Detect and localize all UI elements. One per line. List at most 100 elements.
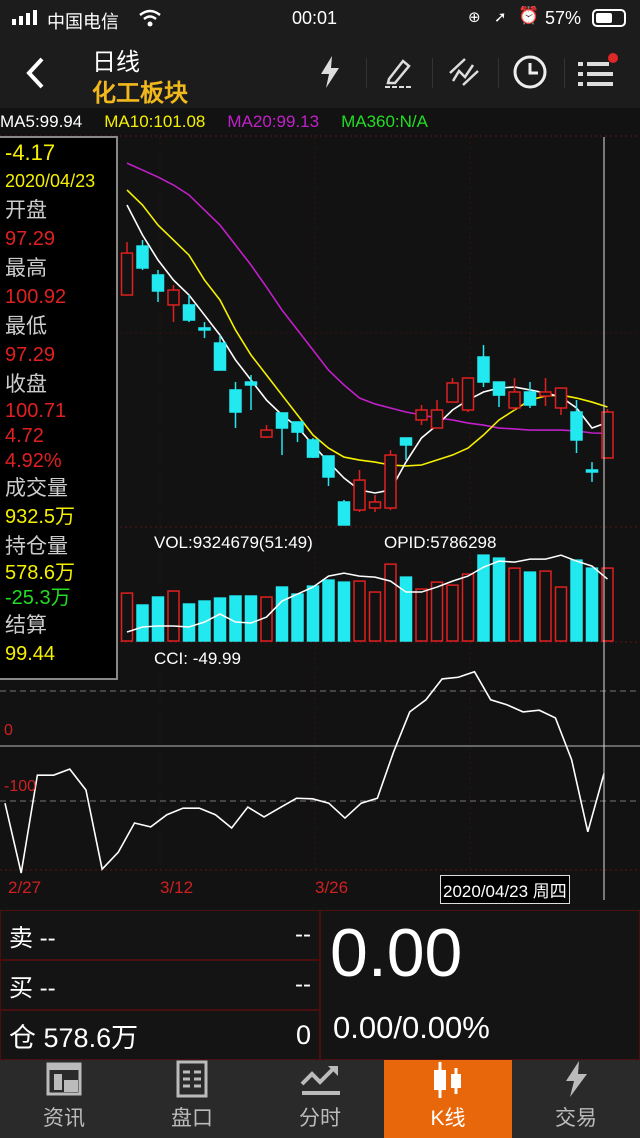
volume-bar bbox=[244, 595, 258, 642]
trend-icon bbox=[300, 1066, 340, 1095]
back-button[interactable] bbox=[24, 56, 48, 90]
candle-body bbox=[601, 411, 614, 459]
cci-label: CCI: -49.99 bbox=[154, 649, 241, 668]
position-label: 仓 bbox=[9, 1022, 36, 1053]
candle-body bbox=[120, 252, 134, 296]
volume-bar bbox=[213, 597, 227, 642]
buy-qty: -- bbox=[295, 971, 311, 998]
candle-body bbox=[477, 356, 490, 383]
candle-body bbox=[570, 411, 583, 441]
notification-dot bbox=[608, 53, 618, 63]
candle-body bbox=[167, 289, 180, 306]
candle-body bbox=[415, 409, 428, 421]
candle-body bbox=[322, 455, 335, 478]
buy-price: -- bbox=[39, 974, 56, 1002]
candle-body bbox=[275, 412, 289, 429]
candle-body bbox=[539, 391, 552, 397]
volume-bar bbox=[275, 586, 289, 642]
volume-bar bbox=[291, 593, 304, 642]
tab-order-book[interactable]: 盘口 bbox=[128, 1060, 256, 1138]
signal-icon bbox=[12, 10, 37, 25]
sell-qty: -- bbox=[295, 921, 311, 948]
candle-body bbox=[508, 391, 521, 409]
tab-label: 交易 bbox=[555, 1107, 597, 1130]
candle-body bbox=[399, 437, 413, 446]
volume-bar bbox=[554, 586, 568, 642]
candle-body bbox=[151, 274, 165, 292]
sell-label: 卖 bbox=[9, 924, 33, 952]
volume-label: 成交量 bbox=[5, 477, 68, 500]
tab-label: 分时 bbox=[299, 1107, 341, 1130]
flash-trade-button[interactable] bbox=[308, 52, 352, 92]
tab-label: 资讯 bbox=[43, 1107, 85, 1130]
bottom-tab-bar: 资讯 盘口 分时 K线 交易 bbox=[0, 1060, 640, 1138]
info-date: 2020/04/23 bbox=[5, 171, 96, 191]
date-tick: 2/27 bbox=[8, 878, 42, 897]
battery-icon bbox=[592, 9, 626, 27]
ma20-line bbox=[126, 162, 608, 435]
tab-label: K线 bbox=[430, 1107, 466, 1130]
tab-news[interactable]: 资讯 bbox=[0, 1060, 128, 1138]
volume-bar bbox=[368, 591, 382, 642]
lightning-icon bbox=[321, 56, 339, 88]
tab-kline[interactable]: K线 bbox=[384, 1060, 512, 1138]
clock: 00:01 bbox=[292, 8, 338, 28]
volume-bar bbox=[151, 596, 165, 642]
low-label: 最低 bbox=[5, 315, 47, 338]
volume-bar bbox=[120, 592, 134, 642]
volume-bar bbox=[539, 570, 552, 642]
volume-bar bbox=[353, 580, 366, 642]
candle-body bbox=[353, 479, 366, 511]
wifi-icon bbox=[139, 9, 161, 27]
menu-button[interactable] bbox=[574, 52, 618, 92]
info-panel: -4.17 2020/04/23 开盘 97.29 最高 100.92 最低 9… bbox=[0, 136, 118, 680]
volume-bar bbox=[446, 584, 459, 642]
pencil-icon bbox=[385, 59, 411, 88]
volume-bar bbox=[167, 590, 180, 642]
candle-body bbox=[554, 387, 568, 409]
volume-bar bbox=[461, 573, 475, 642]
volume-bar bbox=[182, 603, 196, 642]
kline-chart[interactable] bbox=[0, 0, 640, 905]
volume-bar bbox=[492, 557, 506, 642]
clock-icon bbox=[513, 55, 547, 89]
volume-bar bbox=[322, 579, 335, 642]
date-tick: 3/26 bbox=[315, 878, 349, 897]
ma5-line bbox=[126, 204, 608, 494]
date-tick: 3/12 bbox=[160, 878, 194, 897]
open-label: 开盘 bbox=[5, 199, 47, 222]
volume-bar bbox=[198, 600, 211, 642]
buy-label: 买 bbox=[9, 974, 33, 1002]
location-icon: ➚ bbox=[494, 9, 507, 26]
tab-trade[interactable]: 交易 bbox=[512, 1060, 640, 1138]
volume-ma-line bbox=[126, 554, 608, 633]
draw-button[interactable] bbox=[376, 52, 420, 92]
sell-row: 卖 -- -- bbox=[0, 910, 320, 960]
candle-body bbox=[585, 469, 599, 473]
candle-body bbox=[229, 389, 242, 413]
volume-bar bbox=[229, 595, 242, 642]
indicator-lines-icon bbox=[449, 58, 479, 86]
settlement-label: 结算 bbox=[5, 614, 47, 637]
tab-intraday[interactable]: 分时 bbox=[256, 1060, 384, 1138]
volume-bar bbox=[136, 604, 149, 642]
cci-minus100-label: -100 bbox=[4, 778, 37, 795]
header: 日线 化工板块 bbox=[0, 38, 640, 108]
sell-price: -- bbox=[39, 924, 56, 952]
ma20-label: MA20:99.13 bbox=[227, 112, 320, 131]
change-pct: 4.92% bbox=[5, 450, 62, 472]
candle-body bbox=[182, 304, 196, 321]
history-button[interactable] bbox=[508, 52, 552, 92]
ma-legend: MA5:99.94 MA10:101.08 MA20:99.13 MA360:N/A bbox=[0, 112, 640, 134]
position-change: 0 bbox=[295, 1019, 311, 1050]
last-price: 0.00 bbox=[330, 915, 463, 991]
rotation-lock-icon: ⊕ bbox=[468, 9, 481, 26]
page-title: 日线 bbox=[92, 49, 140, 76]
change-abs: 4.72 bbox=[5, 425, 44, 447]
ma5-label: MA5:99.94 bbox=[0, 112, 83, 131]
volume-bar bbox=[306, 585, 320, 642]
menu-list-icon bbox=[578, 53, 618, 86]
candle-body bbox=[198, 327, 211, 331]
alarm-icon: ⏰ bbox=[518, 6, 540, 25]
indicator-button[interactable] bbox=[442, 52, 486, 92]
